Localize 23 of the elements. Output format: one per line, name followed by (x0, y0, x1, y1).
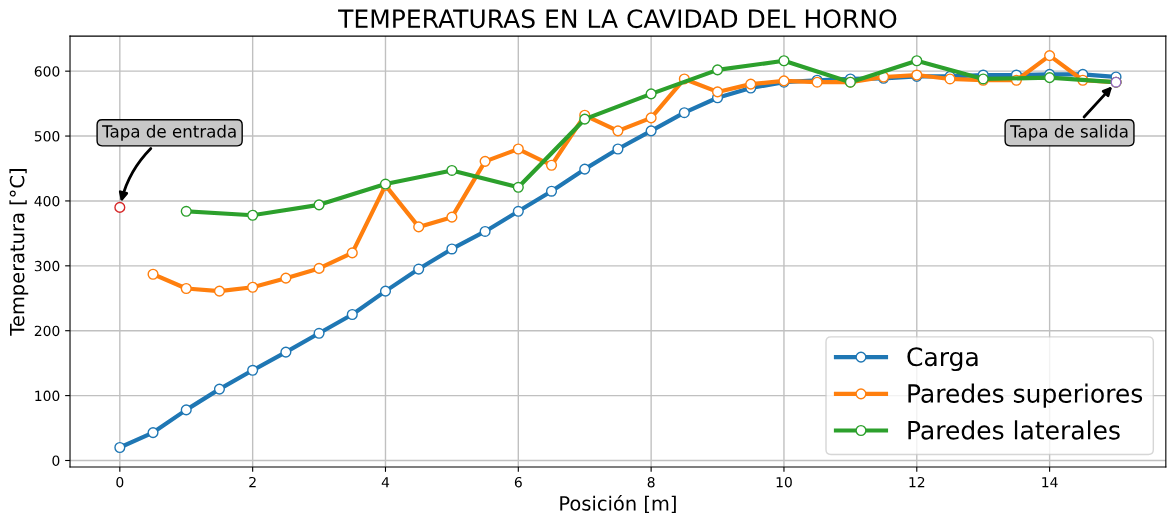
y-axis-title: Temperatura [°C] (9, 169, 29, 336)
y-tick-label: 300 (34, 260, 60, 272)
annotation: Tapa de entrada (102, 124, 236, 141)
x-tick-label: 10 (776, 476, 792, 488)
y-tick-label: 100 (35, 390, 60, 402)
y-tick-label: 600 (34, 66, 60, 77)
chart-title: TEMPERATURAS EN LA CAVIDAD DEL HORNO (338, 9, 897, 29)
x-tick-label: 14 (1042, 477, 1058, 488)
y-tick-label: 400 (34, 195, 60, 207)
y-tick-label: 500 (34, 131, 60, 142)
x-tick-label: 12 (909, 476, 925, 488)
annotation: Tapa de salida (1010, 124, 1128, 141)
legend-label: Carga (907, 347, 978, 372)
x-tick-label: 4 (381, 477, 390, 488)
x-tick-label: 0 (116, 476, 124, 488)
legend-label: Paredes superiores (908, 383, 1143, 408)
x-tick-label: 8 (647, 476, 655, 488)
x-axis-title: Posición [m] (560, 494, 676, 514)
x-tick-label: 2 (249, 476, 256, 488)
legend-label: Paredes laterales (908, 420, 1120, 440)
y-tick-label: 0 (52, 455, 60, 466)
y-tick-label: 200 (34, 325, 60, 337)
x-tick-label: 6 (514, 476, 522, 488)
